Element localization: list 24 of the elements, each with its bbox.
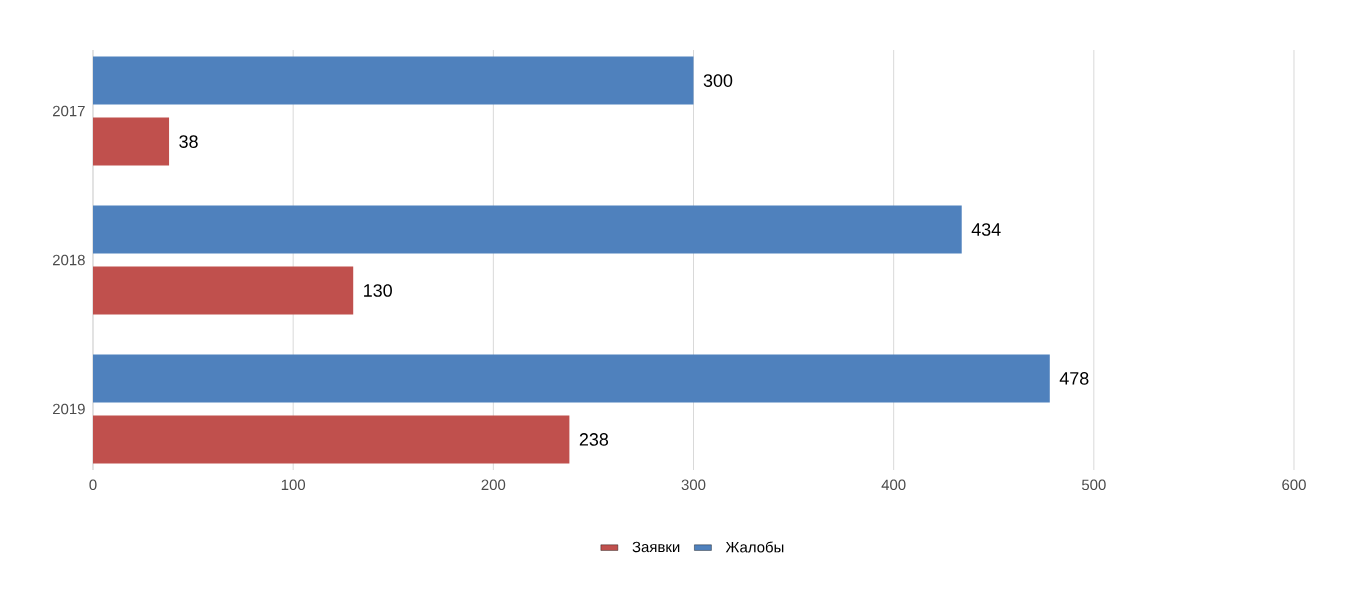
bar <box>93 415 570 464</box>
bar <box>93 205 962 254</box>
bar <box>93 56 694 105</box>
y-tick-label: 2017 <box>52 105 85 117</box>
x-tick-label: 100 <box>281 479 306 491</box>
y-tick-label: 2018 <box>52 254 85 266</box>
data-label: 434 <box>971 223 1001 236</box>
x-tick-label: 0 <box>89 479 97 491</box>
data-label: 38 <box>179 135 198 148</box>
x-tick-label: 300 <box>681 479 706 491</box>
bar <box>93 117 170 166</box>
legend-label: Жалобы <box>725 541 784 553</box>
data-label: 238 <box>579 433 609 446</box>
data-label: 300 <box>703 74 733 87</box>
data-label: 478 <box>1059 372 1089 385</box>
x-tick-label: 400 <box>881 479 906 491</box>
x-tick-label: 500 <box>1081 479 1106 491</box>
bar <box>93 354 1050 403</box>
x-tick-label: 200 <box>481 479 506 491</box>
y-tick-label: 2019 <box>52 403 85 415</box>
x-tick-label: 600 <box>1282 479 1306 491</box>
data-label: 130 <box>364 284 392 297</box>
bar <box>93 266 354 315</box>
legend-label: Заявки <box>632 541 680 553</box>
